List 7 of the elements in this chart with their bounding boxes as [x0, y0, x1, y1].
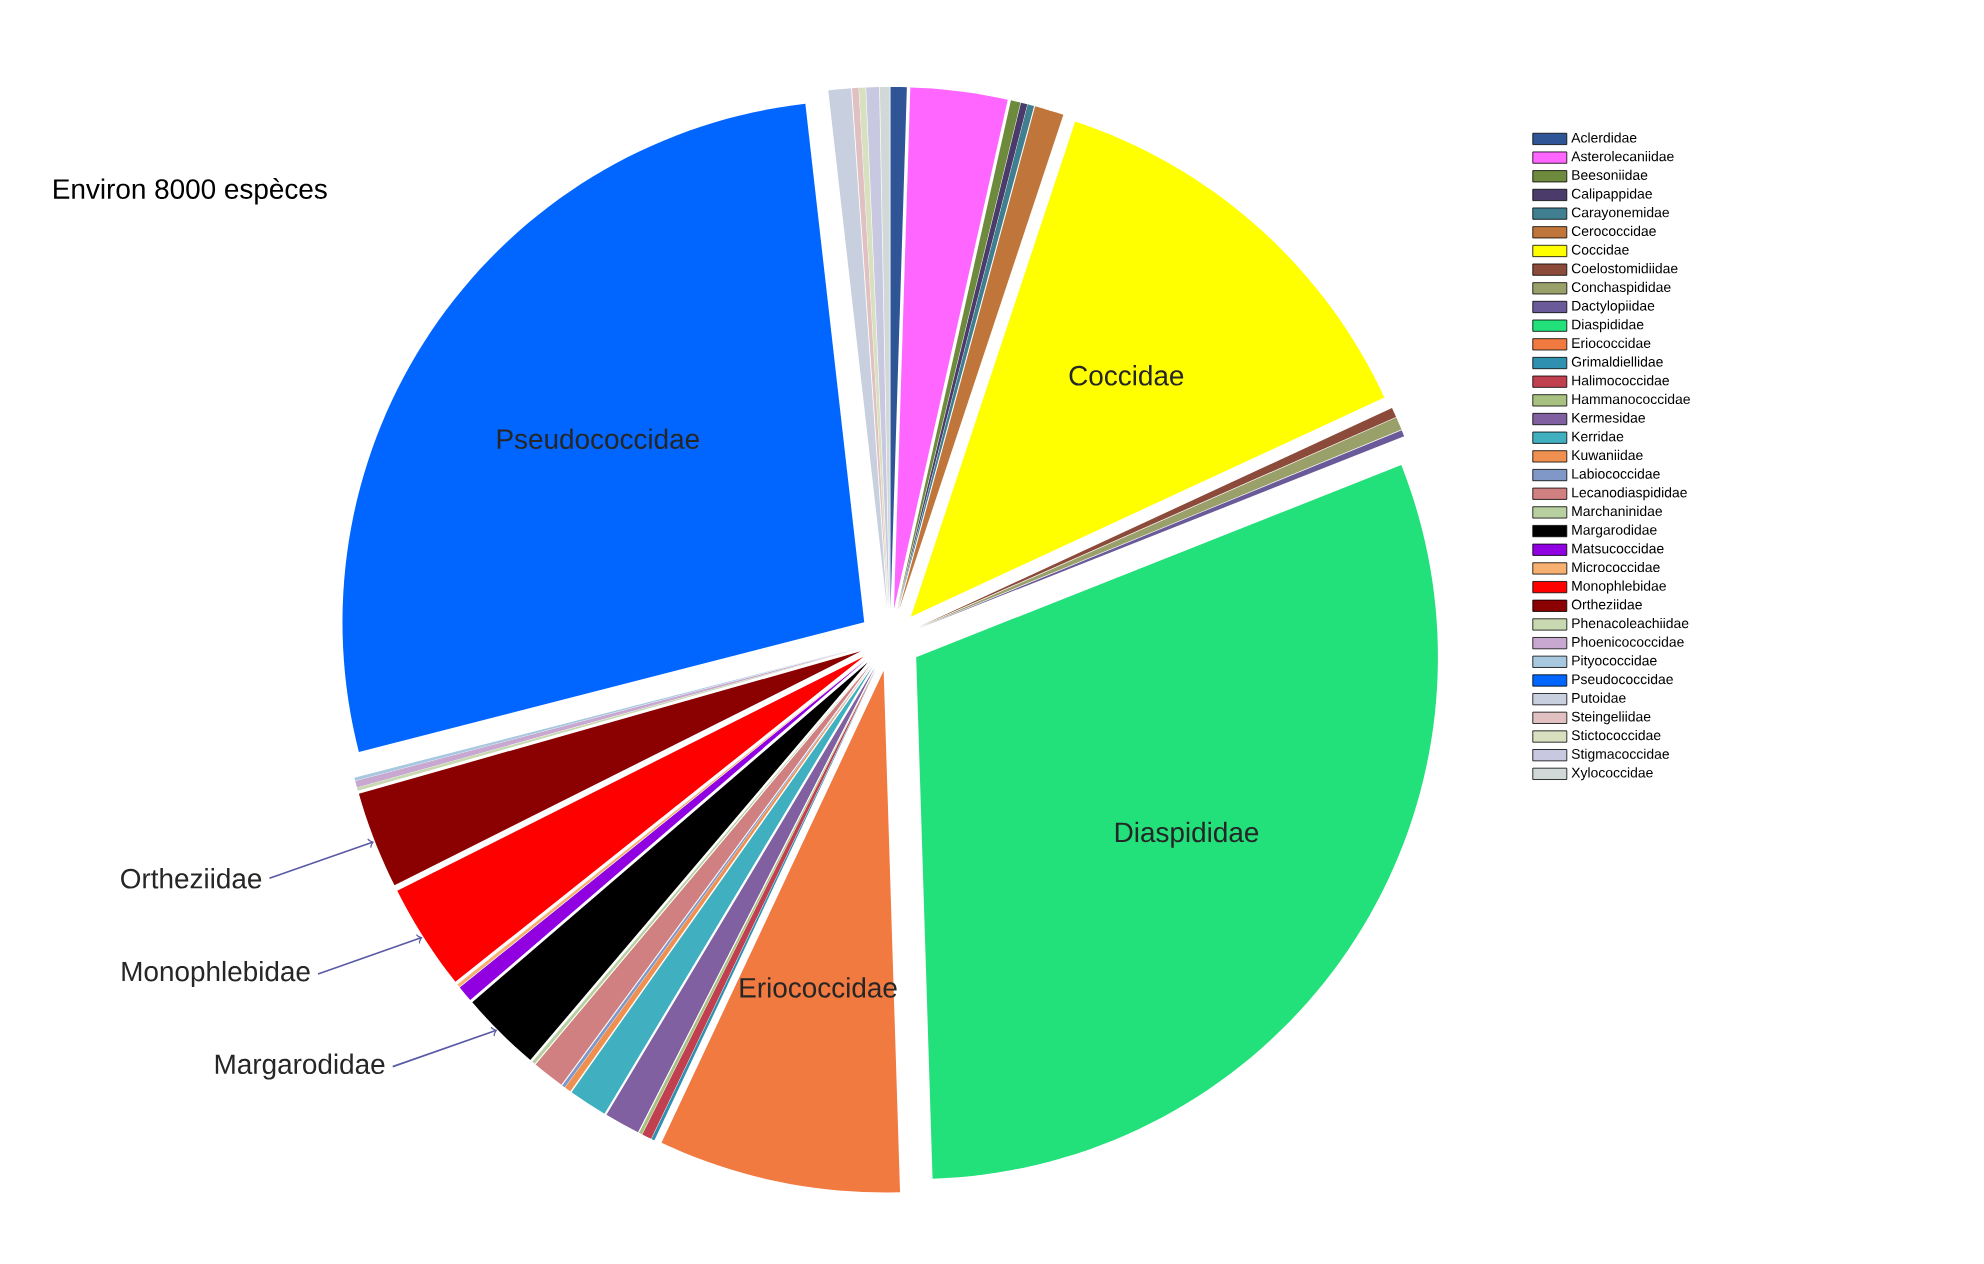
- text: Diaspididae: [1115, 821, 1259, 848]
- text: Environ 8000 espèces: [54, 178, 327, 205]
- text: Monophlebidae: [122, 960, 310, 987]
- text: Ortheziidae: [121, 868, 262, 889]
- text: Pseudococcidae: [497, 428, 699, 450]
- text: Coccidae: [1069, 365, 1184, 386]
- text: Margarodidae: [215, 1053, 385, 1080]
